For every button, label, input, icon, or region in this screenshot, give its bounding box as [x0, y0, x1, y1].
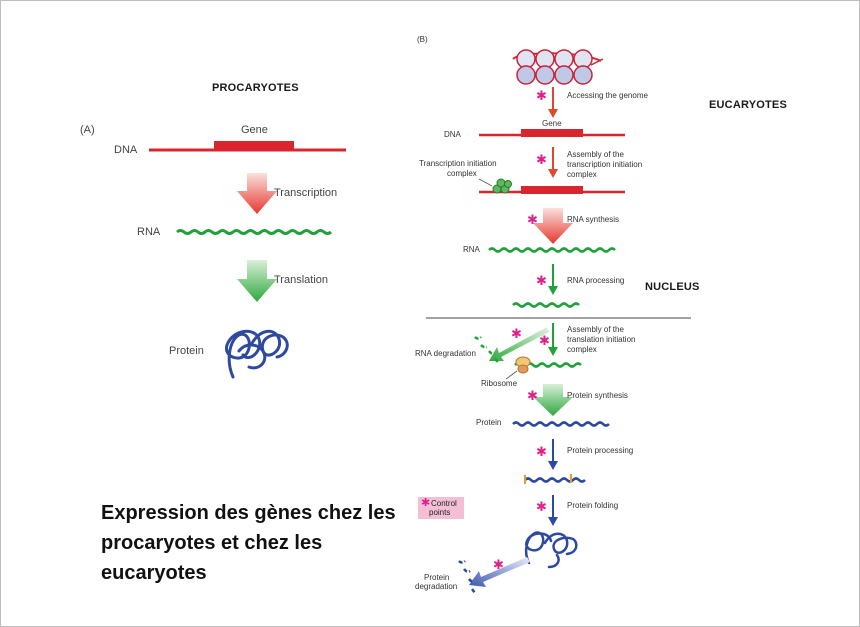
degraded-rna-fragments — [474, 336, 500, 364]
euk-dna-label: DNA — [444, 130, 461, 139]
prok-gene-box — [214, 141, 294, 151]
assembly-tx-label-2: transcription initiation — [567, 160, 643, 169]
assembly-tx-label-3: complex — [567, 170, 597, 179]
eucaryotes-heading: EUCARYOTES — [709, 99, 787, 111]
protein-degradation-label-1: Protein — [424, 573, 450, 582]
prok-panel-label: (A) — [80, 124, 95, 136]
accessing-genome-label: Accessing the genome — [567, 91, 648, 100]
protein-degradation-label-2: degradation — [415, 582, 458, 591]
tx-complex-label-2: complex — [447, 169, 477, 178]
euk-gene-box-2 — [521, 186, 583, 194]
slide-caption: Expression des gènes chez les procaryote… — [101, 502, 396, 584]
eucaryotes-pathway — [426, 49, 691, 594]
protein-folding-label: Protein folding — [567, 501, 619, 510]
control-point-icon: ✱ — [527, 388, 538, 403]
processed-rna-strand — [512, 302, 580, 308]
euk-protein-label: Protein — [476, 418, 502, 427]
access-arrowhead — [548, 109, 558, 118]
control-point-icon: ✱ — [536, 444, 547, 459]
euk-folded-protein — [524, 531, 578, 569]
assembly-tl-arrowhead — [548, 347, 558, 356]
control-point-icon: ✱ — [539, 333, 550, 348]
tx-complex-label-1: Transcription initiation — [419, 159, 497, 168]
control-point-icon: ✱ — [511, 326, 522, 341]
control-point-icon: ✱ — [536, 273, 547, 288]
control-point-icon: ✱ — [536, 499, 547, 514]
transcription-complex-blob — [492, 178, 512, 194]
prok-gene-label: Gene — [241, 124, 268, 136]
euk-rna-strand — [488, 247, 616, 253]
prok-rna-label: RNA — [137, 226, 161, 238]
control-point-icon: ✱ — [536, 88, 547, 103]
prok-rna-strand — [176, 229, 332, 235]
euk-protein-chain — [512, 421, 610, 427]
rna-processing-label: RNA processing — [567, 276, 625, 285]
euk-gene-box — [521, 129, 583, 137]
protein-synthesis-label: Protein synthesis — [567, 391, 628, 400]
procaryotes-heading: PROCARYOTES — [212, 82, 299, 94]
ribosome-label: Ribosome — [481, 379, 518, 388]
prok-protein-coil — [224, 329, 289, 379]
ribosome-pointer — [505, 370, 518, 380]
euk-gene-label: Gene — [542, 119, 562, 128]
assembly-tx-arrowhead — [548, 169, 558, 178]
control-point-icon: ✱ — [493, 557, 504, 572]
rna-degradation-arrow — [489, 327, 549, 361]
rna-synthesis-label: RNA synthesis — [567, 215, 620, 224]
prok-transcription-label: Transcription — [274, 187, 338, 199]
rna-processing-arrowhead — [548, 286, 558, 295]
nucleus-label: NUCLEUS — [645, 281, 700, 293]
legend-marker-icon: ✱ — [421, 497, 431, 509]
chromatin-nucleosomes — [512, 49, 604, 85]
assembly-tl-label-1: Assembly of the — [567, 325, 624, 334]
prok-translation-arrow — [237, 260, 277, 302]
prok-translation-label: Translation — [274, 274, 329, 286]
protein-processing-arrowhead — [548, 461, 558, 470]
ribosome-shape — [515, 356, 531, 374]
procaryotes-pathway — [149, 141, 346, 379]
legend-label-2: points — [429, 508, 451, 517]
protein-folding-arrowhead — [548, 517, 558, 526]
protein-processing-label: Protein processing — [567, 446, 634, 455]
prok-dna-label: DNA — [114, 144, 138, 156]
euk-panel-label: (B) — [417, 35, 428, 44]
control-points-legend: ✱ Control points — [418, 497, 464, 519]
processed-protein-chain — [524, 477, 586, 483]
rna-synthesis-arrow — [533, 208, 573, 244]
tx-complex-pointer — [478, 178, 493, 187]
control-point-icon: ✱ — [527, 212, 538, 227]
assembly-tl-label-2: translation initiation — [567, 335, 636, 344]
prok-transcription-arrow — [237, 173, 277, 214]
prok-protein-label: Protein — [169, 345, 204, 357]
protein-degradation-arrow — [469, 557, 530, 587]
assembly-tl-label-3: complex — [567, 345, 597, 354]
euk-rna-label: RNA — [463, 245, 480, 254]
legend-label-1: Control — [431, 499, 457, 508]
rna-degradation-label: RNA degradation — [415, 349, 476, 358]
degraded-protein-fragments — [458, 560, 476, 594]
control-point-icon: ✱ — [536, 152, 547, 167]
protein-synthesis-arrow — [533, 384, 573, 416]
assembly-tx-label-1: Assembly of the — [567, 150, 624, 159]
